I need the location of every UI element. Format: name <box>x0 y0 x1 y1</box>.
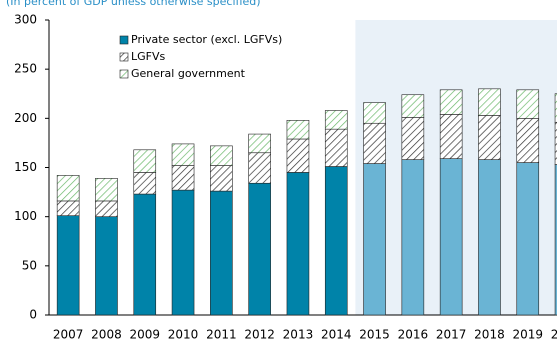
bar-segment <box>133 172 157 195</box>
legend-swatch <box>119 69 129 79</box>
bar-segment <box>248 133 271 154</box>
y-tick-label: 250 <box>14 62 37 76</box>
bar-segment <box>95 200 118 217</box>
bar-segment <box>324 166 348 316</box>
bar-segment <box>286 172 310 316</box>
bar-segment <box>324 110 348 130</box>
bar-segment <box>401 117 425 160</box>
x-tick-label: 2019 <box>512 328 543 342</box>
y-tick-label: 150 <box>14 160 37 174</box>
y-tick-label: 50 <box>22 258 37 272</box>
bar-segment <box>210 145 233 166</box>
bar-segment <box>478 115 501 160</box>
legend-swatch <box>119 52 129 62</box>
bar-segment <box>56 215 80 316</box>
bar-segment <box>286 120 310 140</box>
x-tick-label: 2008 <box>91 328 122 342</box>
bar-segment <box>439 114 463 159</box>
bar-segment <box>401 159 425 316</box>
bar-segment <box>133 193 157 316</box>
y-tick-label: 100 <box>14 209 37 223</box>
bar-segment <box>401 94 425 118</box>
bar-segment <box>95 216 118 316</box>
bar-segment <box>286 138 310 173</box>
bar-segment <box>171 143 195 166</box>
bar-segment <box>95 178 118 202</box>
x-tick-label: 2013 <box>283 328 314 342</box>
bar-segment <box>133 149 157 173</box>
bar-segment <box>248 182 271 316</box>
x-tick-label: 2010 <box>168 328 199 342</box>
bar-segment <box>171 189 195 316</box>
bar-segment <box>363 122 386 164</box>
legend-label: LGFVs <box>131 50 166 63</box>
bar-segment <box>56 200 80 216</box>
bar-segment <box>324 128 348 167</box>
x-tick-label: 2020 <box>551 328 557 342</box>
x-tick-label: 2012 <box>244 328 275 342</box>
bar-segment <box>478 159 501 316</box>
bar-segment <box>171 165 195 191</box>
bar-segment <box>210 165 233 192</box>
bar-segment <box>554 164 557 316</box>
bar-segment <box>363 102 386 124</box>
bar-segment <box>248 152 271 184</box>
bar-segment <box>516 162 540 316</box>
x-tick-label: 2009 <box>129 328 160 342</box>
bar-segment <box>554 93 557 123</box>
legend-swatch <box>119 35 129 45</box>
bar-segment <box>554 121 557 165</box>
x-tick-label: 2007 <box>53 328 84 342</box>
bar-segment <box>210 190 233 316</box>
x-tick-label: 2014 <box>321 328 352 342</box>
x-tick-label: 2017 <box>436 328 467 342</box>
bar-segment <box>478 88 501 116</box>
x-tick-label: 2011 <box>206 328 237 342</box>
y-tick-label: 300 <box>14 13 37 27</box>
y-tick-label: 0 <box>29 308 37 322</box>
x-tick-label: 2015 <box>359 328 390 342</box>
bar-segment <box>516 118 540 163</box>
x-tick-label: 2018 <box>474 328 505 342</box>
bar-segment <box>56 175 80 202</box>
legend-label: Private sector (excl. LGFVs) <box>131 33 282 46</box>
x-tick-label: 2016 <box>398 328 429 342</box>
y-tick-label: 200 <box>14 111 37 125</box>
legend-label: General government <box>131 67 246 80</box>
bar-segment <box>516 89 540 119</box>
chart-subtitle: (In percent of GDP unless otherwise spec… <box>6 0 261 8</box>
bar-segment <box>363 163 386 316</box>
bar-segment <box>439 158 463 316</box>
bar-segment <box>439 89 463 115</box>
